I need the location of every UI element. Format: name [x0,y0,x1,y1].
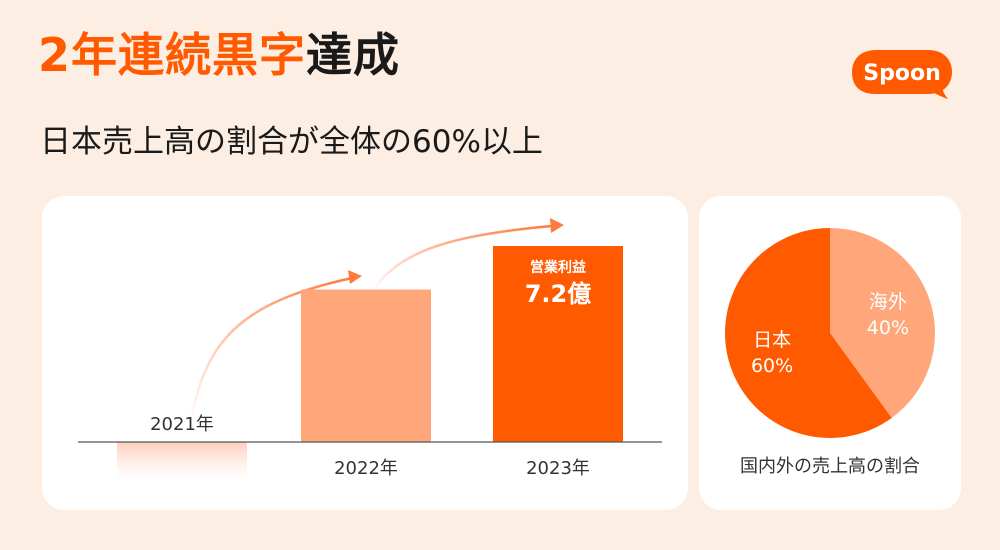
page-subtitle: 日本売上高の割合が全体の60%以上 [40,124,543,160]
bar-2022年 [301,289,431,442]
bar-2021年 [117,442,247,481]
bar-annotation-value: 7.2億 [525,280,592,308]
pie-slice-value: 40% [867,317,909,339]
growth-arrow-1 [190,276,353,417]
x-tick-label: 2023年 [526,458,590,479]
bar-annotation-label: 営業利益 [530,259,586,276]
growth-arrow-2 [373,224,553,289]
growth-arrow-1-head [348,270,362,284]
bar-chart-card: 2021年 2022年 2023年 営業利益 7.2億 [42,196,688,510]
pie-chart: 海外 40% 日本 60% [725,228,935,438]
page-title: 2年連続黒字達成 [38,28,400,83]
spoon-logo: Spoon [852,50,952,99]
pie-slice-value: 60% [751,355,793,377]
pie-slice-label: 海外 [869,291,907,313]
x-tick-label: 2021年 [150,414,214,435]
pie-slice-海外 [830,228,935,418]
bar-chart: 2021年 2022年 2023年 営業利益 7.2億 [78,218,662,481]
pie-chart-title: 国内外の売上高の割合 [740,456,920,477]
title-accent: 2年連続黒字 [38,28,307,82]
x-tick-label: 2022年 [334,458,398,479]
logo-text: Spoon [863,61,940,86]
pie-chart-card: 海外 40% 日本 60% 国内外の売上高の割合 [699,196,961,510]
title-rest: 達成 [306,28,401,82]
growth-arrow-2-head [550,218,564,233]
pie-slice-label: 日本 [753,329,791,351]
bar-2023年 [493,246,623,442]
pie-slice-日本 [725,228,892,438]
